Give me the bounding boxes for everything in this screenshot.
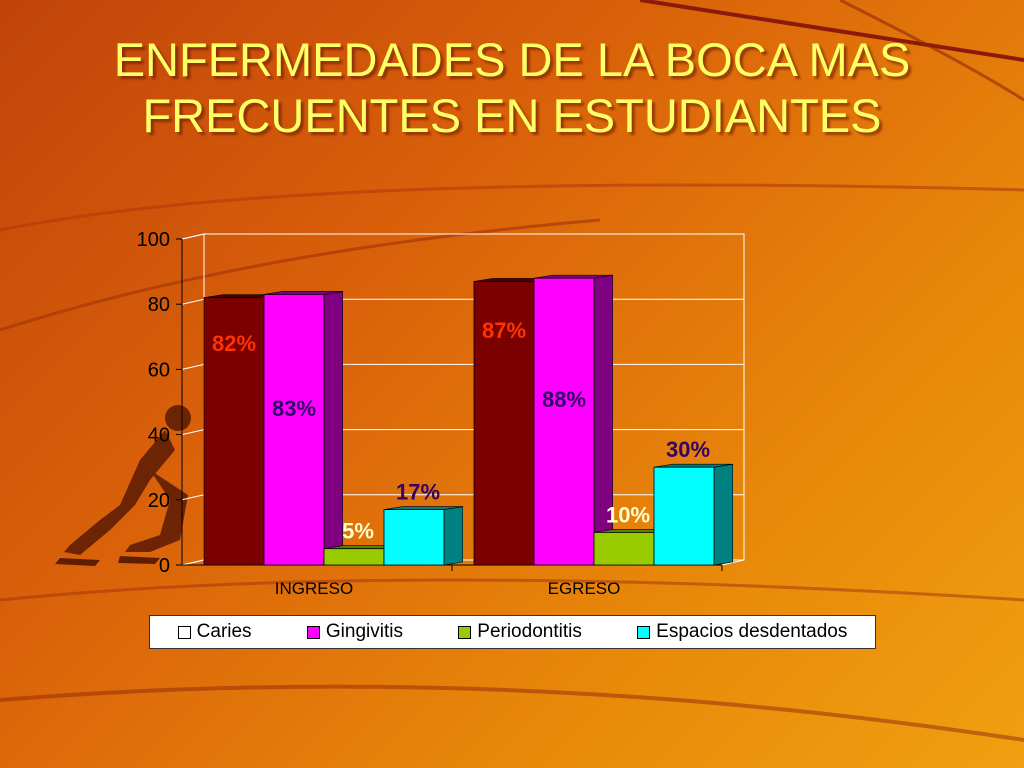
data-label: 5% bbox=[342, 519, 374, 544]
data-label: 87% bbox=[482, 318, 526, 343]
slide-title-line-2: FRECUENTES EN ESTUDIANTES bbox=[142, 89, 882, 142]
legend-swatch bbox=[306, 625, 320, 639]
legend-item: Caries bbox=[177, 621, 252, 643]
chart-legend: Caries Gingivitis Periodontitis Espacios de… bbox=[149, 615, 876, 649]
plot-side-wall bbox=[181, 233, 205, 566]
legend-label: Periodontitis bbox=[477, 621, 582, 642]
data-label: 88% bbox=[542, 387, 586, 412]
legend-label: Gingivitis bbox=[325, 621, 403, 642]
slide-title-line-1: ENFERMEDADES DE LA BOCA MAS bbox=[113, 33, 911, 86]
bar-side bbox=[713, 463, 734, 566]
legend-item: Espacios desdentados bbox=[637, 621, 847, 643]
bar bbox=[323, 548, 385, 566]
legend-swatch bbox=[458, 625, 472, 639]
y-tick-label: 0 bbox=[159, 555, 170, 577]
y-tick-label: 20 bbox=[148, 490, 170, 512]
legend-swatch bbox=[637, 625, 651, 639]
bar bbox=[383, 509, 445, 566]
legend-swatch bbox=[177, 625, 191, 639]
gridline-side bbox=[181, 429, 205, 436]
runner-silhouette bbox=[55, 405, 191, 566]
gridline-side bbox=[181, 298, 205, 305]
legend-item: Periodontitis bbox=[458, 621, 582, 643]
gridline-side bbox=[181, 494, 205, 501]
data-label: 82% bbox=[212, 331, 256, 356]
bar bbox=[533, 277, 595, 566]
data-label: 17% bbox=[396, 480, 440, 505]
data-label: 30% bbox=[666, 437, 710, 462]
category-label: EGRESO bbox=[548, 579, 621, 598]
bar bbox=[203, 297, 265, 566]
data-label: 10% bbox=[606, 502, 650, 527]
category-label: INGRESO bbox=[275, 579, 353, 598]
y-tick-label: 100 bbox=[137, 229, 170, 251]
bar bbox=[593, 532, 655, 566]
bar bbox=[263, 294, 325, 566]
y-tick-label: 40 bbox=[148, 425, 170, 447]
y-tick-label: 60 bbox=[148, 359, 170, 381]
bar-side bbox=[323, 291, 344, 566]
slide-title: ENFERMEDADES DE LA BOCA MAS FRECUENTES E… bbox=[0, 32, 1024, 144]
legend-label: Caries bbox=[196, 621, 252, 642]
legend-label: Espacios desdentados bbox=[656, 621, 848, 642]
y-tick-label: 80 bbox=[148, 294, 170, 316]
bar-side bbox=[443, 506, 464, 566]
gridline-side bbox=[181, 363, 205, 370]
legend-item: Gingivitis bbox=[306, 621, 403, 643]
gridline-side bbox=[181, 233, 205, 240]
bar bbox=[473, 280, 535, 566]
bar bbox=[653, 466, 715, 566]
data-label: 83% bbox=[272, 396, 316, 421]
